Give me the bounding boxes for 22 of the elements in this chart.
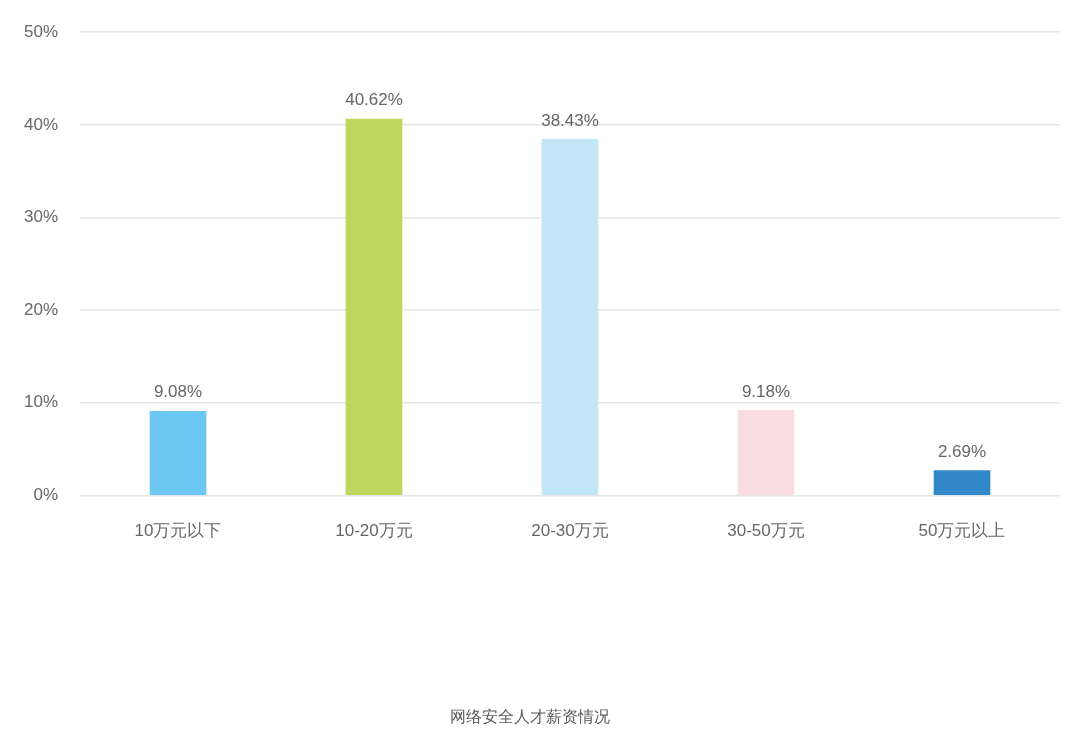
data-label: 40.62% bbox=[345, 90, 403, 110]
text: 网络安全人才薪资情况 bbox=[450, 707, 610, 725]
bar bbox=[737, 410, 795, 495]
x-tick-label: 50万元以上 bbox=[918, 521, 1006, 541]
y-tick-label: 50% bbox=[23, 21, 58, 41]
data-label: 9.18% bbox=[741, 381, 791, 401]
x-tick-label: 10-20万元 bbox=[335, 521, 413, 541]
y-tick-label: 0% bbox=[33, 485, 58, 505]
x-tick-label: 30-50万元 bbox=[727, 521, 805, 541]
x-tick-label: 10万元以下 bbox=[134, 521, 222, 541]
bar bbox=[933, 470, 991, 495]
y-tick-label: 10% bbox=[23, 392, 58, 412]
y-tick-label: 20% bbox=[23, 299, 58, 319]
data-label: 38.43% bbox=[541, 110, 599, 130]
x-tick-label: 20-30万元 bbox=[531, 521, 609, 541]
y-tick-label: 40% bbox=[23, 114, 58, 134]
bar bbox=[149, 410, 207, 495]
bar bbox=[345, 118, 403, 495]
data-label: 9.08% bbox=[153, 382, 203, 402]
y-tick-label: 30% bbox=[23, 207, 58, 227]
data-label: 2.69% bbox=[937, 441, 987, 461]
bar bbox=[541, 139, 599, 495]
